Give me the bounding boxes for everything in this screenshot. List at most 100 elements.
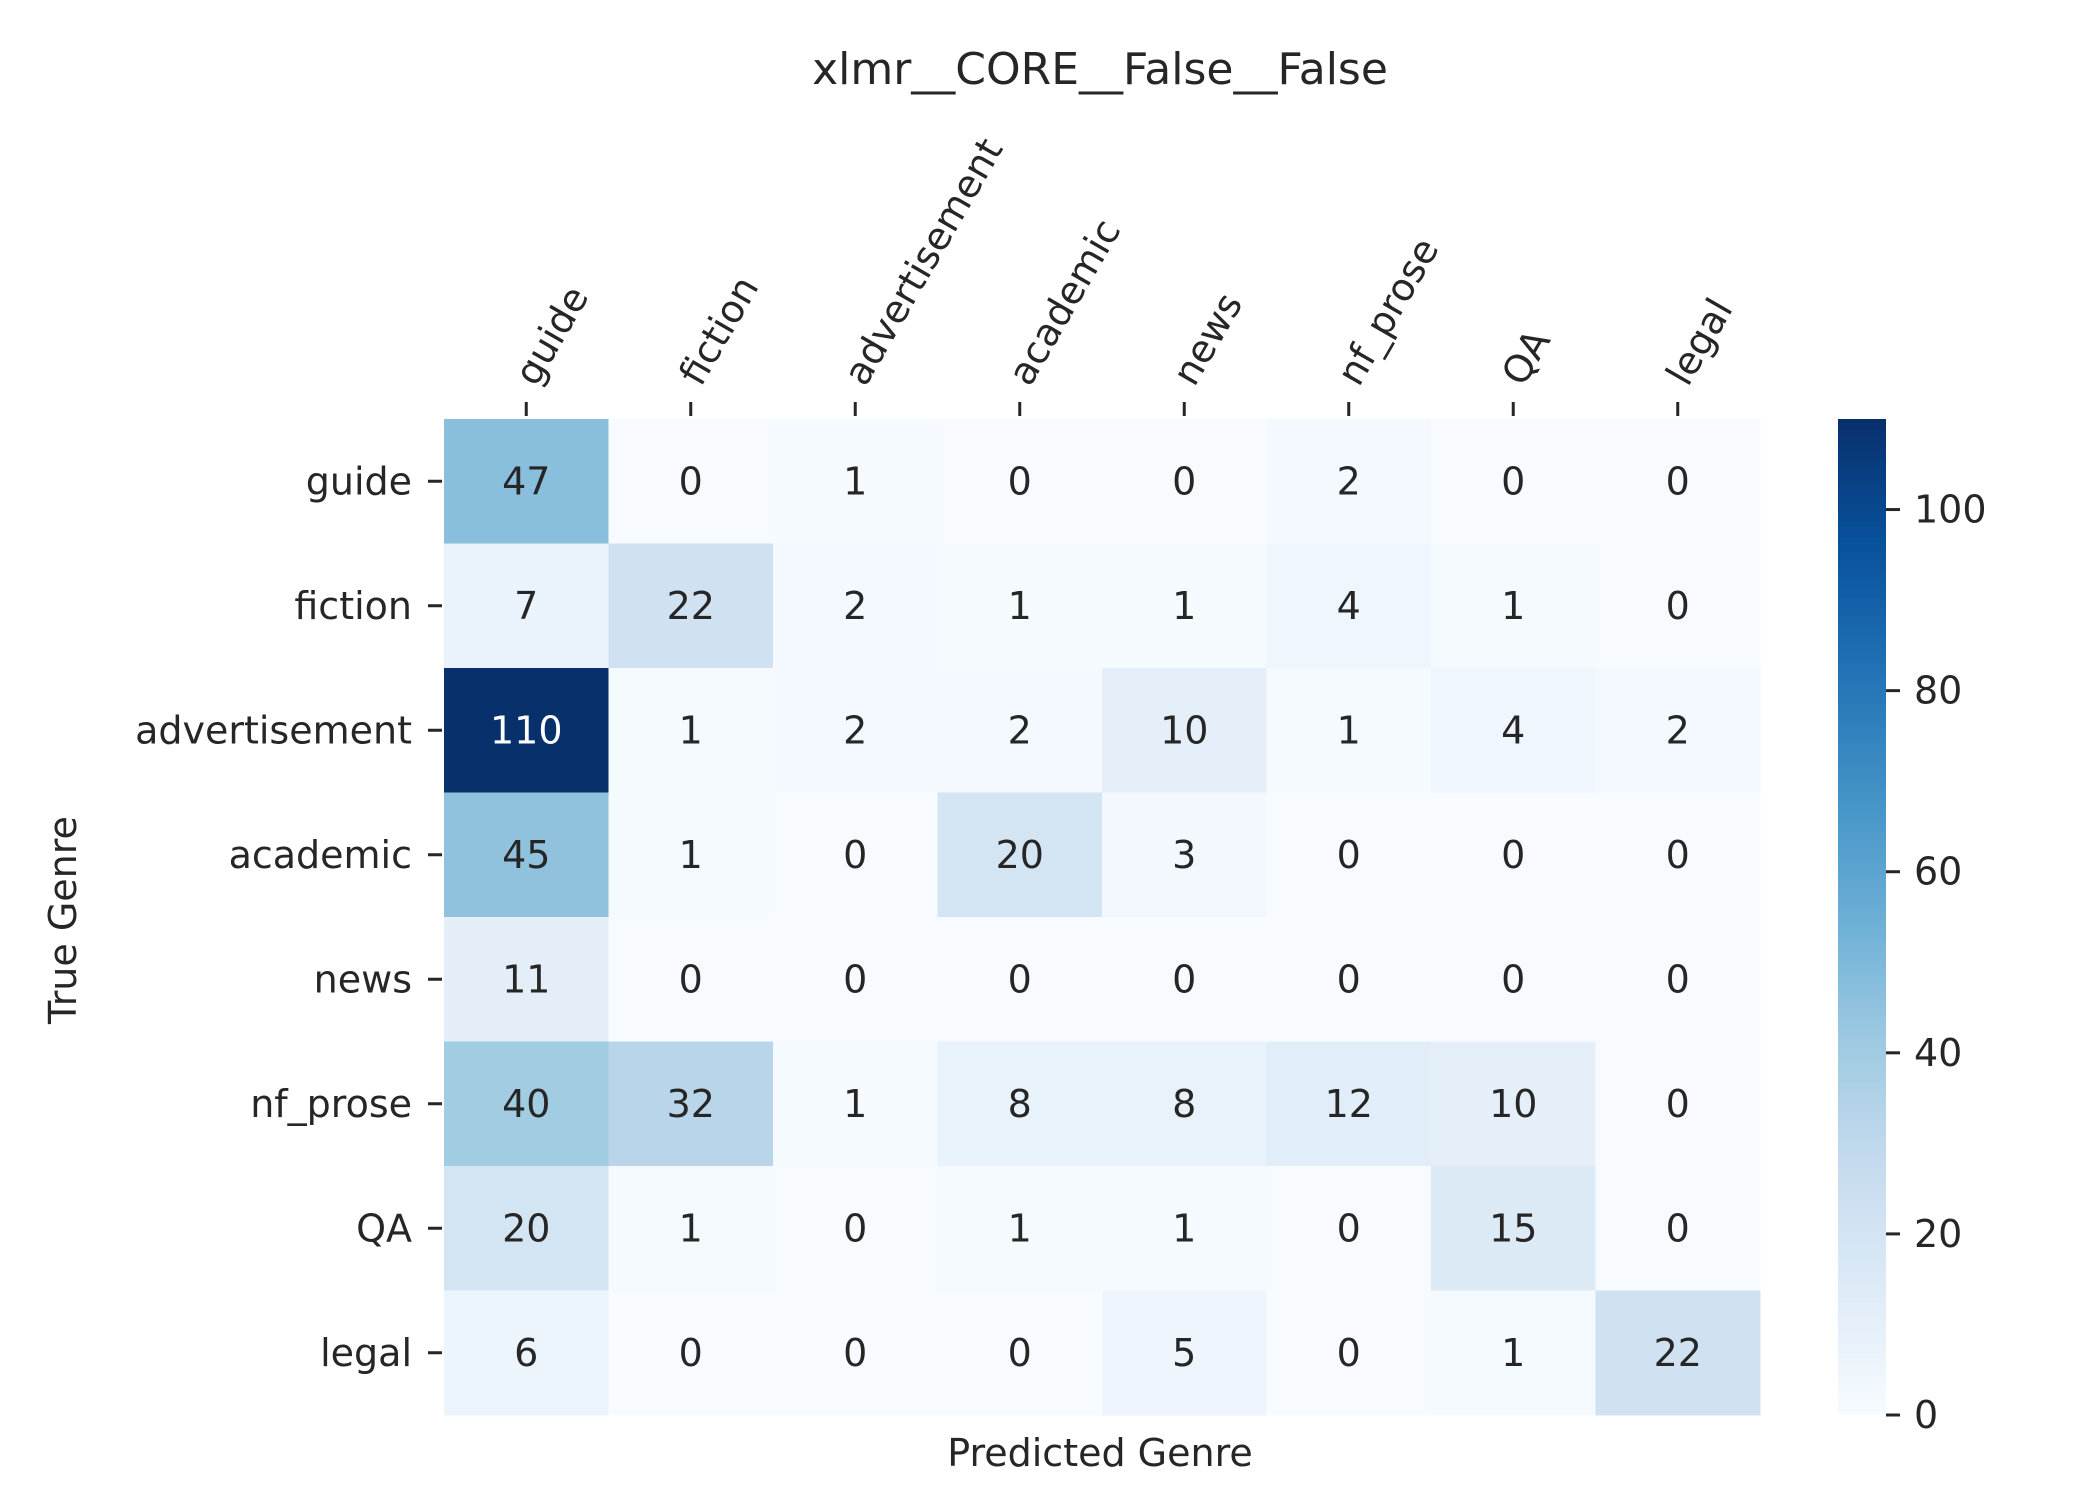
heatmap-cell: [1266, 792, 1432, 918]
cell-value-label: 0: [1172, 957, 1196, 1001]
cell-value-label: 0: [1501, 957, 1525, 1001]
heatmap-cell: [937, 419, 1103, 544]
heatmap-cell: [1266, 1290, 1432, 1416]
y-tick-label: guide: [306, 459, 412, 503]
heatmap-cell: [773, 668, 938, 793]
cell-value-label: 32: [667, 1082, 715, 1126]
x-tick-label: legal: [1657, 291, 1741, 393]
y-tick-label: nf_prose: [250, 1082, 412, 1126]
heatmap-cell: [937, 792, 1103, 918]
cell-value-label: 1: [843, 459, 867, 503]
heatmap-cell: [444, 917, 609, 1042]
cell-value-label: 1: [1501, 1331, 1525, 1375]
heatmap-cell: [1595, 792, 1761, 918]
cell-value-label: 0: [1337, 1206, 1361, 1250]
heatmap-cell: [773, 917, 938, 1042]
cell-value-label: 0: [679, 1331, 703, 1375]
cell-value-label: 10: [1489, 1082, 1537, 1126]
cell-value-label: 1: [1172, 1206, 1196, 1250]
y-tick-label: advertisement: [135, 708, 412, 752]
heatmap-cell: [1431, 792, 1596, 918]
cell-value-label: 0: [1172, 459, 1196, 503]
colorbar-tick-label: 80: [1914, 669, 1962, 713]
heatmap-cell: [773, 543, 938, 669]
heatmap-cell: [1266, 917, 1432, 1042]
heatmap-cell: [608, 419, 774, 544]
cell-value-label: 0: [1666, 833, 1690, 877]
cell-value-label: 8: [1172, 1082, 1196, 1126]
heatmap-cell: [773, 1166, 938, 1291]
colorbar-tick-label: 40: [1914, 1031, 1962, 1075]
cell-value-label: 0: [843, 957, 867, 1001]
cell-value-label: 2: [1337, 459, 1361, 503]
heatmap-cell: [1102, 1041, 1267, 1167]
heatmap-cell: [1595, 419, 1761, 544]
heatmap-cell: [1102, 917, 1267, 1042]
heatmap-cell: [937, 1041, 1103, 1167]
heatmap-cell: [1595, 1041, 1761, 1167]
heatmap-cell: [1102, 1290, 1267, 1416]
cell-value-label: 0: [843, 833, 867, 877]
heatmap-cell: [1431, 543, 1596, 669]
cell-value-label: 1: [679, 833, 703, 877]
y-tick-label: legal: [320, 1331, 412, 1375]
heatmap-cell: [444, 543, 609, 669]
cell-value-label: 12: [1325, 1082, 1373, 1126]
x-tick-label: nf_prose: [1328, 230, 1447, 392]
heatmap-cell: [1102, 1166, 1267, 1291]
cell-value-label: 4: [1501, 708, 1525, 752]
cell-value-label: 0: [1008, 459, 1032, 503]
heatmap-cell: [1102, 792, 1267, 918]
cell-value-label: 2: [1666, 708, 1690, 752]
cell-value-label: 1: [1501, 584, 1525, 628]
heatmap-cell: [1266, 1166, 1432, 1291]
cell-value-label: 0: [843, 1206, 867, 1250]
heatmap-cell: [444, 1166, 609, 1291]
x-tick-label: academic: [999, 212, 1129, 393]
cell-value-label: 47: [502, 459, 550, 503]
heatmap-cell: [1102, 419, 1267, 544]
heatmap-cell: [608, 1041, 774, 1167]
cell-value-label: 3: [1172, 833, 1196, 877]
cell-value-label: 1: [843, 1082, 867, 1126]
cell-value-label: 22: [667, 584, 715, 628]
heatmap-cell: [608, 1290, 774, 1416]
heatmap-cell: [937, 1290, 1103, 1416]
heatmap-cell: [1102, 543, 1267, 669]
cell-value-label: 8: [1008, 1082, 1032, 1126]
cell-value-label: 0: [1337, 833, 1361, 877]
cell-value-label: 1: [1008, 584, 1032, 628]
colorbar-tick-label: 0: [1914, 1393, 1938, 1437]
cell-value-label: 2: [843, 584, 867, 628]
heatmap-cell: [444, 1041, 609, 1167]
y-tick-label: academic: [229, 833, 412, 877]
colorbar: [1838, 419, 1886, 1415]
colorbar-tick-label: 20: [1914, 1212, 1962, 1256]
cell-value-label: 1: [1337, 708, 1361, 752]
cell-value-label: 40: [502, 1082, 550, 1126]
x-tick-label: guide: [506, 278, 597, 392]
y-tick-label: QA: [356, 1206, 412, 1250]
heatmap-cell: [1102, 668, 1267, 793]
heatmap-cell: [1595, 668, 1761, 793]
heatmap-cell: [1595, 1290, 1761, 1416]
cell-value-label: 0: [1008, 957, 1032, 1001]
cell-value-label: 0: [1501, 833, 1525, 877]
x-tick-label: fiction: [670, 269, 767, 393]
heatmap-cell: [937, 1166, 1103, 1291]
colorbar-tick-label: 100: [1914, 488, 1987, 532]
cell-value-label: 15: [1489, 1206, 1537, 1250]
y-axis-label: True Genre: [41, 816, 85, 1025]
cell-value-label: 22: [1654, 1331, 1702, 1375]
heatmap-cell: [773, 419, 938, 544]
heatmap-cell: [1431, 1290, 1596, 1416]
heatmap-cell: [608, 792, 774, 918]
chart-title: xlmr__CORE__False__False: [812, 44, 1388, 95]
cell-value-label: 5: [1172, 1331, 1196, 1375]
heatmap-cell: [444, 419, 609, 544]
x-axis-label: Predicted Genre: [947, 1431, 1253, 1475]
cell-value-label: 0: [1337, 957, 1361, 1001]
heatmap-cell: [1431, 419, 1596, 544]
heatmap-cell: [1431, 668, 1596, 793]
